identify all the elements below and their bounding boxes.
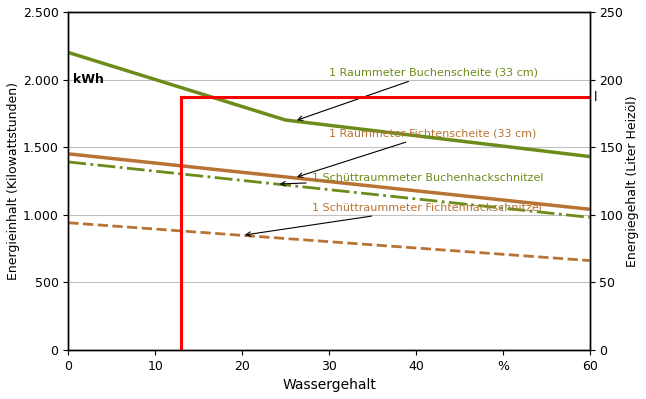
- Y-axis label: Energieinhalt (Kilowattstunden): Energieinhalt (Kilowattstunden): [7, 82, 20, 280]
- Text: 1 Raummeter Buchenscheite (33 cm): 1 Raummeter Buchenscheite (33 cm): [298, 68, 538, 120]
- Text: 1 Schüttraummeter Buchenhackschnitzel: 1 Schüttraummeter Buchenhackschnitzel: [281, 173, 543, 186]
- Y-axis label: Energiegehalt (Liter Heizöl): Energiegehalt (Liter Heizöl): [626, 95, 639, 267]
- Text: kWh: kWh: [72, 73, 103, 86]
- X-axis label: Wassergehalt: Wassergehalt: [282, 378, 376, 392]
- Text: 1 Schüttraummeter Fichtenhackschnitzel: 1 Schüttraummeter Fichtenhackschnitzel: [246, 203, 541, 236]
- Text: 1 Raummeter Fichtenscheite (33 cm): 1 Raummeter Fichtenscheite (33 cm): [298, 128, 536, 178]
- Text: l: l: [594, 91, 598, 104]
